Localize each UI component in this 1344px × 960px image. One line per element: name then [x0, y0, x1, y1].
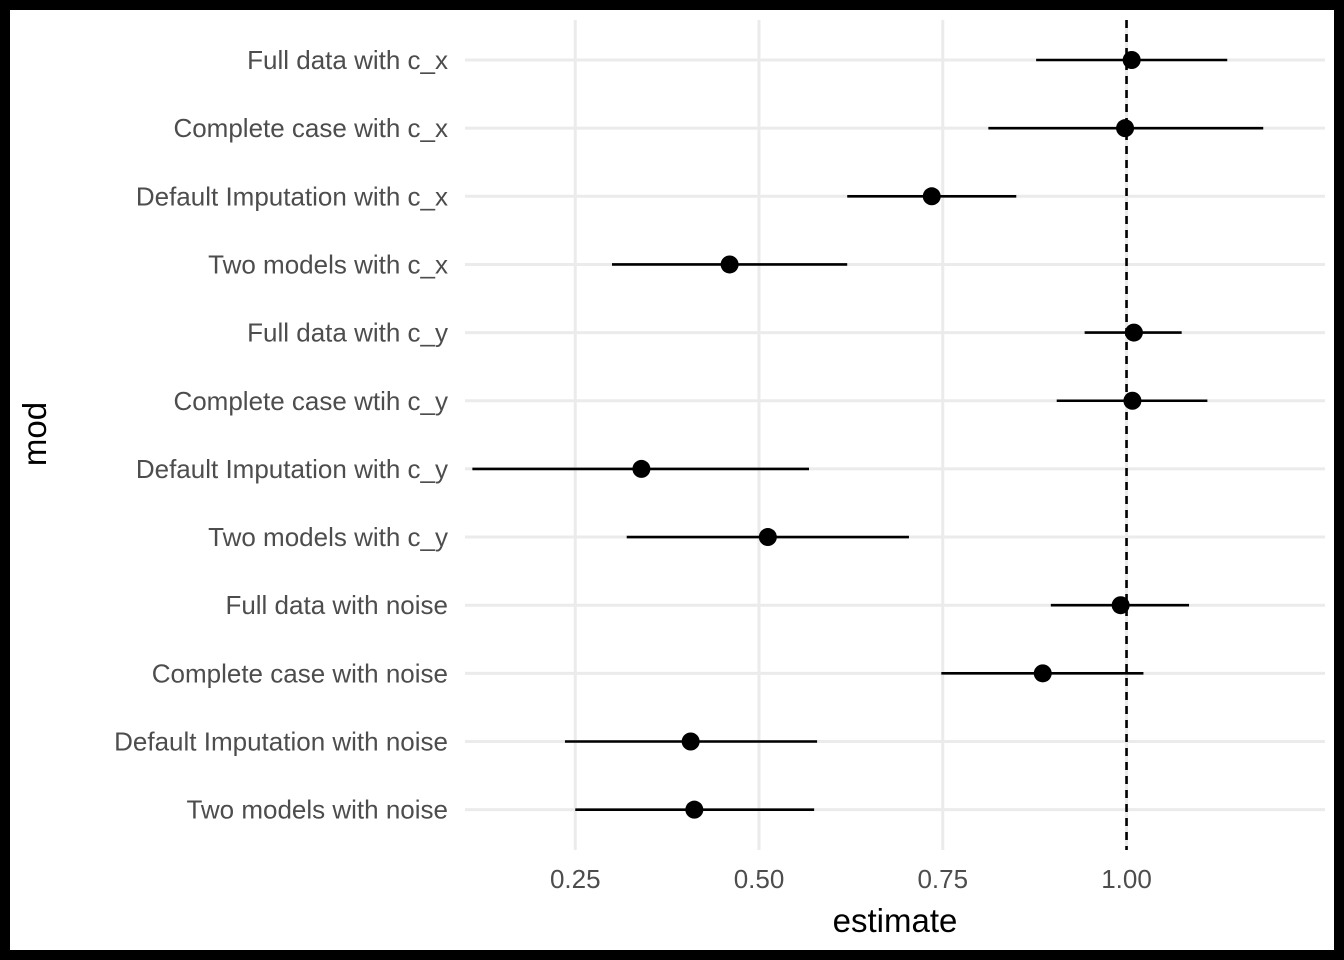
estimate-point: [681, 732, 700, 751]
estimate-points: [632, 51, 1143, 819]
y-tick-label: Default Imputation with noise: [114, 727, 448, 757]
estimate-point: [685, 800, 704, 819]
y-tick-labels: Full data with c_x Complete case with c_x…: [114, 45, 448, 825]
x-gridlines: [573, 20, 1129, 850]
x-tick-label: 0.50: [734, 864, 785, 894]
estimate-point: [1124, 323, 1143, 342]
x-tick-label: 0.25: [550, 864, 601, 894]
y-tick-label: Full data with c_x: [247, 45, 448, 75]
estimate-point: [1122, 51, 1141, 69]
y-tick-label: Full data with c_y: [247, 318, 448, 348]
x-tick-label: 1.00: [1101, 864, 1152, 894]
estimate-point: [1123, 391, 1142, 410]
error-bars: [472, 58, 1264, 811]
y-tick-label: Two models with c_y: [208, 522, 448, 552]
y-tick-label: Default Imputation with c_y: [136, 454, 448, 484]
y-tick-label: Two models with noise: [186, 795, 448, 825]
y-tick-label: Complete case with c_x: [173, 113, 448, 143]
estimate-point: [922, 187, 941, 206]
x-tick-label: 0.75: [917, 864, 968, 894]
chart-panel: Full data with c_x Complete case with c_x…: [10, 10, 1334, 950]
y-tick-label: Complete case with noise: [152, 658, 448, 688]
estimate-point: [1116, 119, 1135, 138]
estimate-point: [1033, 664, 1052, 683]
y-tick-label: Default Imputation with c_x: [136, 181, 448, 211]
x-tick-labels: 0.25 0.50 0.75 1.00: [550, 864, 1152, 894]
y-gridlines: [465, 58, 1325, 812]
estimate-point: [758, 528, 777, 547]
y-tick-label: Complete case wtih c_y: [173, 386, 448, 416]
x-axis-title: estimate: [833, 902, 958, 939]
estimate-point: [632, 459, 651, 478]
forest-plot: Full data with c_x Complete case with c_x…: [16, 20, 1325, 939]
y-tick-label: Full data with noise: [225, 590, 448, 620]
y-tick-label: Two models with c_x: [208, 249, 448, 279]
estimate-point: [1111, 596, 1130, 615]
estimate-point: [720, 255, 739, 274]
y-axis-title: mod: [16, 402, 53, 466]
